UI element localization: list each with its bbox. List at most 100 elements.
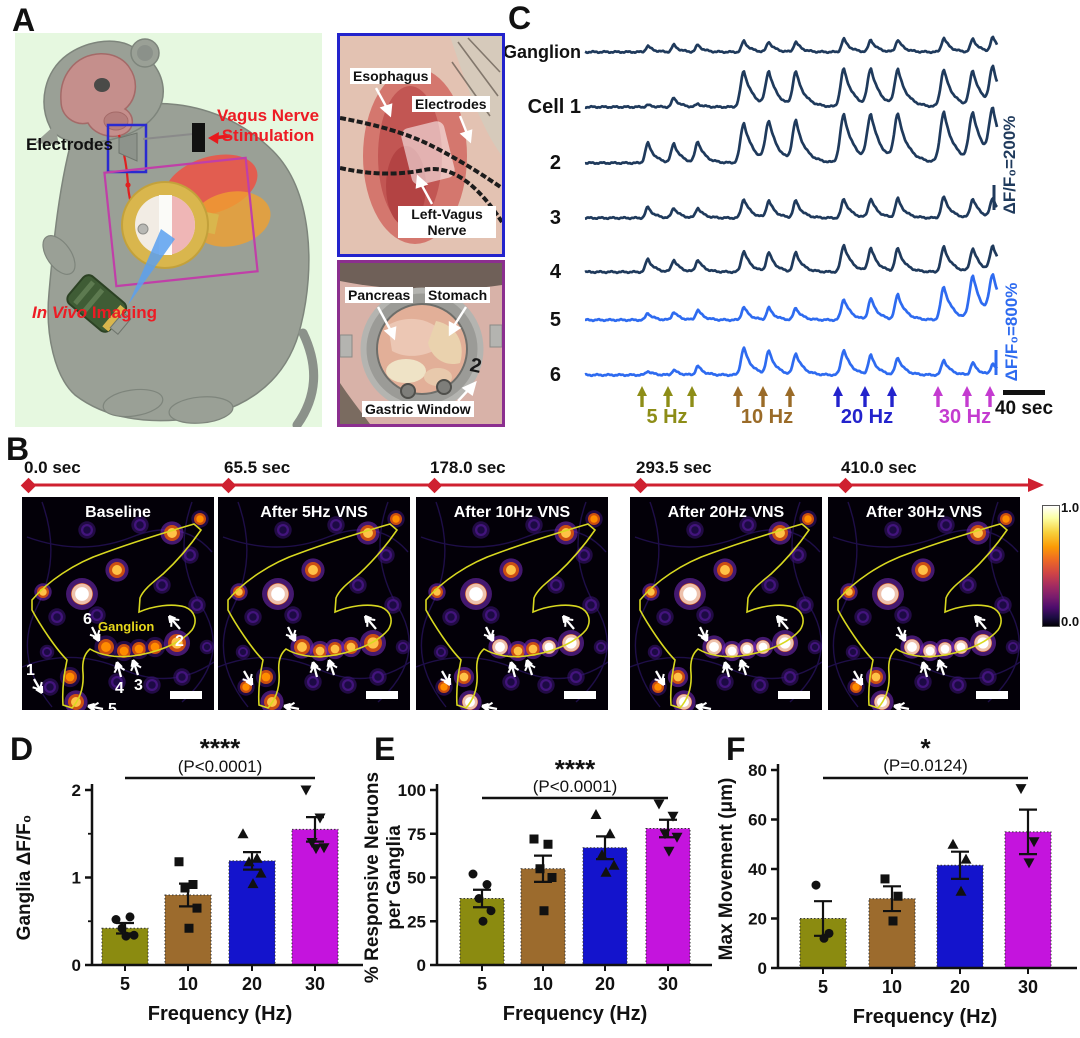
trace-2 (584, 106, 999, 166)
imaging-frame-0: 2 6 1 4 3 5 Ganglion Baseline (21, 497, 215, 718)
stim-arrow-icon (860, 386, 870, 407)
stim-label-20hz: 20 Hz (841, 406, 893, 428)
neuron-cell (173, 668, 191, 686)
frame-title-3: After 20Hz VNS (668, 504, 785, 521)
stim-label-30hz: 30 Hz (939, 406, 991, 428)
brain-icon (60, 53, 137, 138)
imaging-frame-4: After 30Hz VNS (827, 497, 1021, 714)
stim-arrow-icon (687, 386, 697, 407)
timeline-time-2: 178.0 sec (430, 458, 506, 477)
frame-arrows (852, 614, 987, 714)
stim-arrow-icon (887, 386, 897, 407)
axes (771, 764, 1077, 974)
neuron-cell (781, 668, 799, 686)
neuron-cell (575, 546, 593, 564)
frame-title-2: After 10Hz VNS (454, 504, 571, 521)
neuron-cell (395, 639, 411, 655)
ytick-label: 0 (417, 956, 426, 975)
neuron-cell (642, 583, 660, 601)
neuron-cell (143, 676, 161, 694)
gastric-window-label: Gastric Window (362, 401, 474, 418)
neuron-cell (290, 635, 314, 659)
electrode-wire-1 (339, 116, 504, 190)
ytick-label: 0 (758, 959, 767, 978)
ganglion-outline (639, 523, 811, 709)
photo-electrodes-label: Electrodes (412, 96, 490, 113)
stim-arrow-icon (785, 386, 795, 407)
ytick-label: 20 (748, 910, 767, 929)
neuron-cell (340, 636, 362, 658)
neuron-cell (1005, 639, 1021, 655)
bar-20hz (228, 860, 276, 966)
time-scale-label: 40 sec (995, 398, 1054, 419)
light-cone-icon (128, 229, 175, 305)
neuron-cell (48, 608, 66, 626)
neuron-cell (66, 578, 98, 610)
ytick-label: 40 (748, 860, 767, 879)
svg-text:6: 6 (83, 611, 92, 628)
x-axis-title: Frequency (Hz) (853, 1006, 997, 1028)
xtick-label: 10 (178, 974, 198, 994)
svg-text:5: 5 (108, 701, 117, 710)
stimulator-icon (192, 123, 205, 152)
stim-label-10hz: 10 Hz (741, 406, 793, 428)
invivo-imaging-label: In Vivo Imaging (32, 303, 157, 323)
neuron-cell (131, 516, 149, 534)
neuron-cell (796, 596, 814, 614)
neuron-cell (567, 668, 585, 686)
imaging-frame-art-4: After 30Hz VNS (827, 497, 1021, 714)
nerve-label-line2: Nerve (427, 222, 467, 239)
responsive-neurons-bar-chart: ****(P<0.0001) 0 25 50 75 100 5 10 20 30 Frequency… (362, 754, 712, 1025)
neuron-cell (191, 510, 209, 528)
neuron-cell (914, 673, 932, 691)
neuron-cell (761, 576, 779, 594)
neuron-cell (686, 521, 704, 539)
gastric-window-icon (121, 181, 219, 269)
nerve-cuff-photo: Esophagus Electrodes Left-Vagus Nerve (337, 33, 505, 257)
neuron-cell (969, 629, 997, 657)
neuron-cell (911, 558, 935, 582)
imaging-frame-art-1: After 5Hz VNS (217, 497, 411, 714)
xtick-label: 20 (950, 977, 970, 997)
pancreas-label: Pancreas (345, 287, 414, 304)
axes (430, 784, 712, 971)
ytick-label: 100 (398, 781, 426, 800)
panel-e-label: E (374, 731, 396, 767)
neuron-cell (716, 673, 734, 691)
ytick-label: 50 (407, 869, 426, 888)
scatter-5hz (111, 912, 139, 941)
mouse-eye-icon (94, 78, 110, 92)
neuron-cell (537, 676, 555, 694)
panel-f-label: F (726, 731, 746, 767)
trace-label-6: 6 (550, 364, 561, 386)
vns-label-line1: Vagus Nerve (216, 106, 320, 125)
cell-number-labels: 2 6 1 4 3 5 (26, 611, 184, 718)
neuron-cell (752, 636, 774, 658)
neuron-cell (840, 583, 858, 601)
neuron-cell (41, 678, 59, 696)
neuron-cell (696, 606, 714, 624)
neuron-cell (88, 606, 106, 624)
stim-arrow-icon (758, 386, 768, 407)
trace-5 (584, 273, 999, 323)
electrode-cuff-box (106, 123, 148, 174)
mouse-tail-icon (292, 328, 319, 427)
xtick-label: 5 (120, 974, 130, 994)
bar-20hz (582, 847, 628, 966)
imaging-frame-art-3: After 20Hz VNS (629, 497, 823, 714)
colorbar-max-label: 1.0 (1061, 500, 1080, 515)
xtick-label: 10 (533, 974, 553, 994)
neuron-cell (807, 639, 823, 655)
ganglia-dff-bar-chart: ****(P<0.0001) 0 1 2 5 10 20 30 Frequency (Hz) Ga… (14, 733, 363, 1025)
photo2-annotation-arrows (376, 306, 477, 402)
trace-3 (584, 195, 998, 221)
stim-arrow-icon (985, 386, 995, 407)
neuron-cell (674, 578, 706, 610)
vns-schematic-illustration (15, 33, 322, 427)
neuron-cell (656, 608, 674, 626)
svg-text:4: 4 (115, 680, 124, 697)
xtick-label: 20 (242, 974, 262, 994)
nerve-label-line1: Left-Vagus (411, 206, 483, 222)
xtick-label: 30 (305, 974, 325, 994)
colorbar-min-label: 0.0 (1061, 614, 1080, 629)
